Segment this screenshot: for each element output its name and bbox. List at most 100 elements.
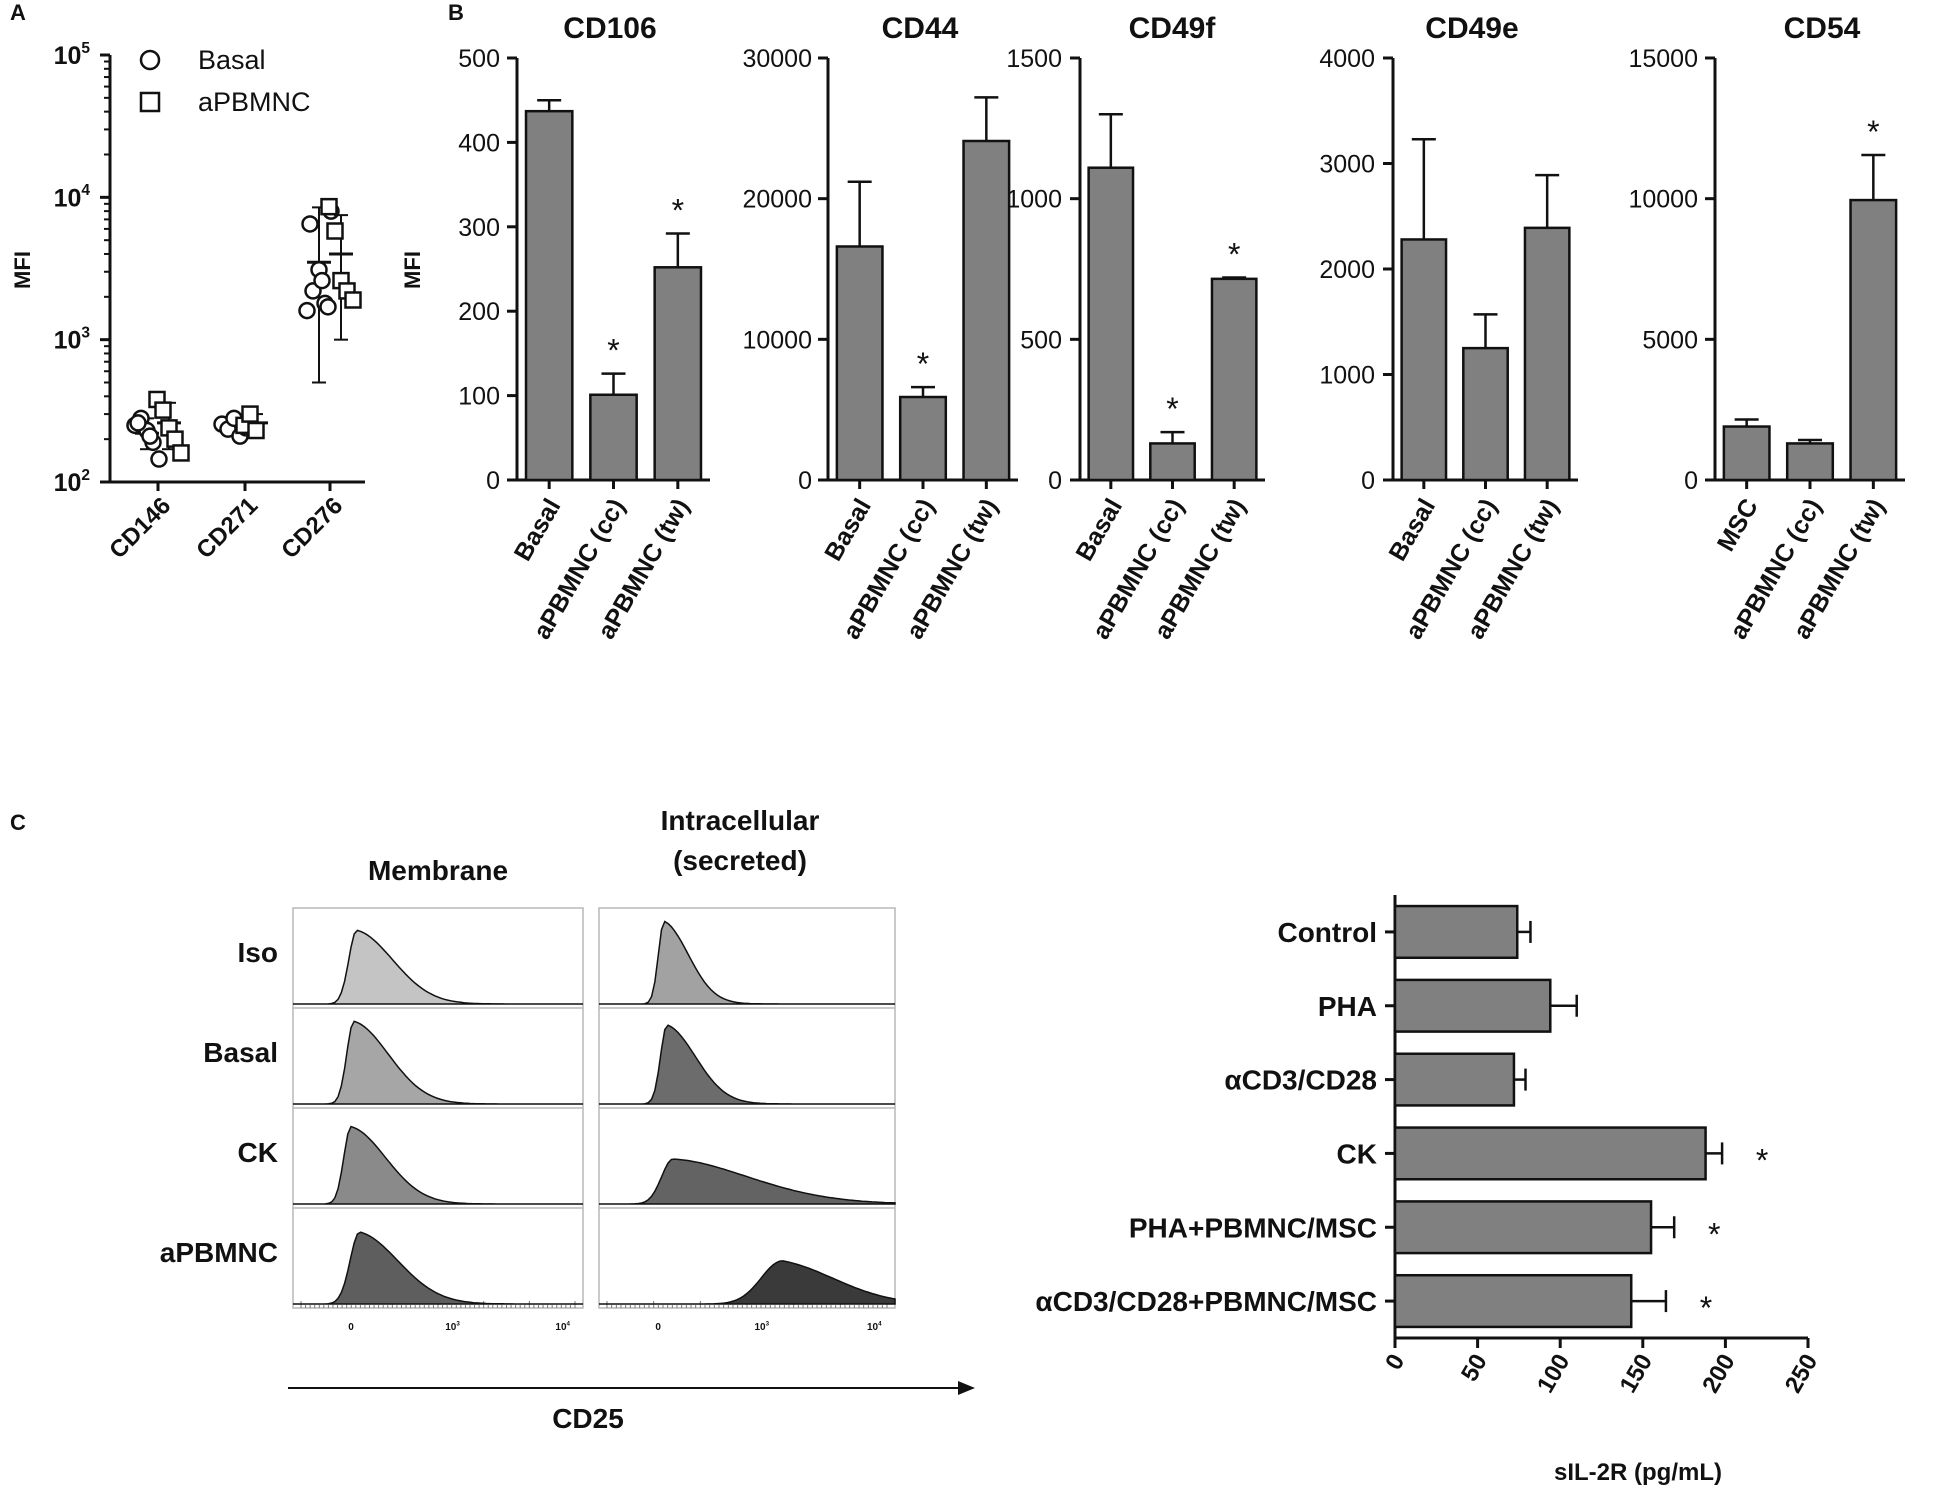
row-label-basal: Basal bbox=[203, 1037, 278, 1068]
bar-apbmnc-cc bbox=[898, 395, 948, 482]
data-point-apbmnc bbox=[326, 222, 344, 240]
significance-star: * bbox=[1867, 114, 1879, 150]
x-tick-label-cd276: CD276 bbox=[276, 492, 348, 564]
histogram-tick-label: 103 bbox=[445, 1321, 460, 1334]
chart-title: CD49f bbox=[1129, 12, 1217, 45]
y-tick-label: 0 bbox=[486, 467, 500, 495]
histogram-tick-label: 0 bbox=[655, 1322, 661, 1333]
histogram-curve-apbmnc bbox=[599, 1260, 896, 1305]
histogram-curve-basal bbox=[599, 1024, 895, 1105]
bar-control bbox=[1393, 904, 1519, 960]
x-tick-label: 0 bbox=[1380, 1350, 1410, 1375]
significance-star: * bbox=[672, 193, 684, 229]
data-point-apbmnc bbox=[344, 291, 362, 309]
histogram-tick-label: 104 bbox=[867, 1321, 882, 1334]
y-axis-title: MFI bbox=[400, 251, 425, 289]
significance-star: * bbox=[1700, 1290, 1712, 1326]
y-tick-label: 300 bbox=[458, 214, 500, 242]
y-tick-label-base: 10 bbox=[54, 327, 82, 355]
y-tick-label: 10000 bbox=[1628, 186, 1698, 214]
y-tick-label: 0 bbox=[1048, 467, 1062, 495]
data-point-apbmnc bbox=[320, 197, 338, 216]
y-tick-label: 100 bbox=[458, 383, 500, 411]
panel-label-c: C bbox=[10, 810, 26, 835]
histogram-curve-iso bbox=[293, 929, 583, 1005]
y-tick-label: 3000 bbox=[1319, 151, 1375, 179]
y-tick-label: 5000 bbox=[1642, 326, 1698, 354]
x-tick-label: 150 bbox=[1615, 1350, 1658, 1398]
x-tick-label-msc: MSC bbox=[1712, 494, 1764, 556]
bar-apbmnc-cc bbox=[1785, 442, 1835, 482]
bar-basal bbox=[1087, 166, 1135, 482]
panel-c-bar-chart: 0 50 100 150 200 250 Control PHA αCD3/CD28 CK * PHA… bbox=[1035, 895, 1823, 1486]
histogram-curve-ck bbox=[293, 1125, 583, 1205]
y-tick-label-base: 10 bbox=[54, 42, 82, 70]
bar-apbmnc-tw bbox=[653, 266, 703, 482]
bar-pha-pbmnc-msc bbox=[1393, 1200, 1653, 1255]
x-tick-label: 50 bbox=[1456, 1350, 1493, 1387]
chart-title: CD106 bbox=[563, 12, 656, 45]
y-tick-label: 20000 bbox=[742, 186, 812, 214]
bar-msc bbox=[1722, 425, 1771, 482]
legend-label-basal: Basal bbox=[198, 45, 266, 75]
bar-cd3-cd28-pbmnc-msc bbox=[1393, 1273, 1633, 1329]
significance-star: * bbox=[1756, 1142, 1768, 1178]
significance-star: * bbox=[607, 333, 619, 369]
histogram-tick-label-base: 0 bbox=[348, 1322, 354, 1333]
y-tick-label-exp: 3 bbox=[81, 324, 90, 341]
column-header: (secreted) bbox=[673, 845, 807, 876]
histogram-tick-label-base: 10 bbox=[555, 1322, 567, 1333]
significance-star: * bbox=[917, 346, 929, 382]
x-tick-label: 250 bbox=[1780, 1350, 1823, 1398]
y-tick-label: 500 bbox=[1020, 326, 1062, 354]
histogram-tick-label-exp: 4 bbox=[878, 1321, 882, 1328]
y-tick-label: 4000 bbox=[1319, 45, 1375, 73]
data-point-basal bbox=[301, 215, 319, 233]
y-tick-label: 0 bbox=[1361, 467, 1375, 495]
significance-star: * bbox=[1166, 391, 1178, 427]
bar-cd3-cd28 bbox=[1393, 1052, 1516, 1107]
y-tick-label: 10000 bbox=[742, 326, 812, 354]
x-tick-label-basal: Basal bbox=[1070, 494, 1128, 566]
significance-star: * bbox=[1708, 1216, 1720, 1252]
histogram-tick-label-base: 10 bbox=[445, 1322, 457, 1333]
legend-marker-basal bbox=[139, 49, 161, 71]
histogram-tick-label-exp: 3 bbox=[456, 1321, 460, 1328]
x-tick-label-cd271: CD271 bbox=[191, 492, 263, 564]
chart-title: CD49e bbox=[1425, 12, 1518, 45]
y-tick-label-pha: PHA bbox=[1318, 991, 1377, 1022]
bar-apbmnc-tw bbox=[1523, 226, 1571, 482]
y-tick-label: 1000 bbox=[1006, 186, 1062, 214]
bar-basal bbox=[524, 109, 574, 482]
legend-marker-apbmnc bbox=[139, 91, 161, 113]
y-tick-label-base: 10 bbox=[54, 469, 82, 497]
y-tick-label-exp: 4 bbox=[81, 182, 90, 199]
data-point-apbmnc bbox=[172, 444, 190, 462]
data-point-apbmnc bbox=[154, 401, 172, 419]
chart-title: CD54 bbox=[1784, 12, 1861, 45]
histogram-tick-label-exp: 4 bbox=[567, 1321, 571, 1328]
data-point-basal bbox=[141, 427, 159, 445]
arrow-head-icon bbox=[958, 1381, 975, 1395]
y-tick-label: 400 bbox=[458, 129, 500, 157]
histogram-tick-label: 104 bbox=[555, 1321, 570, 1334]
x-tick-label-cd146: CD146 bbox=[104, 492, 176, 564]
histogram-tick-label: 0 bbox=[348, 1322, 354, 1333]
histogram-curve-apbmnc bbox=[293, 1231, 583, 1305]
y-tick-label-exp: 5 bbox=[81, 40, 90, 57]
bar-apbmnc-tw bbox=[1849, 198, 1898, 482]
bar-apbmnc-cc bbox=[1462, 346, 1509, 482]
y-tick-label: 104 bbox=[54, 182, 91, 212]
y-tick-label: 200 bbox=[458, 298, 500, 326]
histogram-tick-label-exp: 3 bbox=[766, 1321, 770, 1328]
y-tick-label-pha-pbmnc-msc: PHA+PBMNC/MSC bbox=[1129, 1212, 1377, 1243]
y-tick-label: 0 bbox=[798, 467, 812, 495]
y-tick-label-ck: CK bbox=[1337, 1138, 1377, 1169]
y-tick-label: 500 bbox=[458, 45, 500, 73]
bar-ck bbox=[1393, 1126, 1707, 1181]
bar-pha bbox=[1393, 978, 1552, 1033]
